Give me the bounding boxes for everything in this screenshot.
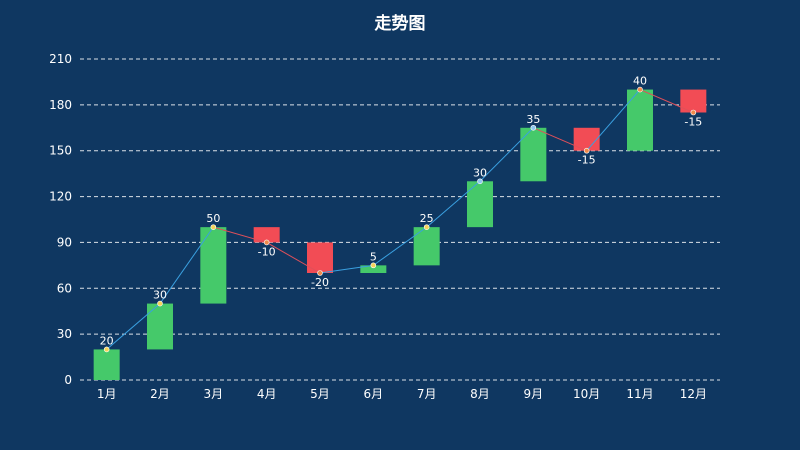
- trend-segment: [586, 89, 641, 152]
- data-label: -10: [258, 245, 276, 258]
- bar-decrease: [253, 227, 280, 243]
- y-tick-label: 60: [57, 281, 72, 295]
- trend-segment: [533, 127, 587, 152]
- grid-lines: [80, 58, 720, 381]
- trend-point: [637, 86, 643, 93]
- trend-segment: [266, 241, 321, 274]
- trend-point: [690, 109, 697, 116]
- y-tick-label: 90: [57, 235, 72, 249]
- trend-segment: [479, 127, 534, 182]
- x-tick-label: 12月: [680, 387, 707, 401]
- bar-increase: [413, 227, 440, 266]
- bar-increase: [200, 227, 227, 304]
- bar-increase: [93, 349, 120, 380]
- trend-point: [530, 124, 537, 131]
- data-label: 35: [526, 113, 540, 126]
- trend-point: [370, 262, 377, 269]
- trend-point: [423, 224, 430, 230]
- trend-segment: [426, 180, 481, 228]
- trend-segment: [373, 226, 427, 266]
- trend-segment: [213, 226, 267, 243]
- trend-point: [317, 270, 323, 276]
- x-tick-label: 2月: [150, 387, 170, 401]
- x-tick-label: 4月: [257, 387, 277, 401]
- y-tick-label: 30: [57, 327, 72, 341]
- trend-point: [157, 300, 163, 307]
- data-label: 30: [473, 166, 487, 179]
- bar-decrease: [573, 127, 600, 151]
- x-tick-label: 8月: [470, 387, 490, 401]
- data-label: 30: [153, 289, 167, 302]
- data-label: 5: [370, 250, 377, 263]
- y-axis-ticks: 0 30 60 90 120 150 180 210: [49, 52, 72, 387]
- trend-point: [103, 346, 110, 353]
- y-tick-label: 120: [49, 190, 72, 204]
- trend-segment: [106, 303, 161, 350]
- data-label: 40: [633, 75, 647, 88]
- bar-increase: [520, 127, 547, 182]
- trend-line: [106, 89, 694, 350]
- trend-point: [210, 224, 217, 230]
- x-tick-label: 7月: [417, 387, 437, 401]
- trend-segment: [159, 226, 214, 304]
- data-label: 20: [100, 334, 114, 347]
- y-tick-label: 0: [64, 373, 72, 387]
- y-tick-label: 180: [49, 98, 72, 112]
- data-label: -15: [684, 116, 702, 129]
- bar-decrease: [307, 242, 333, 273]
- y-tick-label: 210: [49, 52, 72, 66]
- x-tick-label: 11月: [626, 387, 653, 401]
- trend-point: [583, 147, 590, 154]
- data-label: 25: [420, 212, 434, 225]
- trend-point: [263, 239, 270, 246]
- data-label: -20: [311, 276, 329, 289]
- trend-point: [477, 178, 483, 185]
- x-tick-label: 9月: [524, 387, 544, 401]
- chart-title: 走势图: [375, 13, 426, 34]
- x-tick-label: 10月: [573, 387, 600, 401]
- x-axis-ticks: 1月 2月 3月 4月 5月 6月 7月 8月 9月 10月 11月 12月: [97, 387, 707, 401]
- data-label: -15: [578, 154, 596, 167]
- trend-segment: [319, 264, 374, 274]
- trend-segment: [639, 89, 694, 113]
- data-labels: 20 30 50 -10 -20 5 25 30 35 -15 40 -15: [100, 75, 703, 348]
- x-tick-label: 6月: [364, 387, 384, 401]
- bar-increase: [360, 265, 387, 273]
- bar-decrease: [680, 89, 707, 113]
- x-tick-label: 1月: [97, 387, 117, 401]
- trend-points: [103, 86, 697, 353]
- x-tick-label: 3月: [204, 387, 224, 401]
- bar-increase: [627, 89, 653, 151]
- bar-increase: [147, 303, 173, 350]
- bar-increase: [467, 181, 493, 228]
- x-tick-label: 5月: [310, 387, 330, 401]
- y-tick-label: 150: [49, 144, 72, 158]
- bars: [93, 89, 707, 380]
- data-label: 50: [206, 212, 220, 225]
